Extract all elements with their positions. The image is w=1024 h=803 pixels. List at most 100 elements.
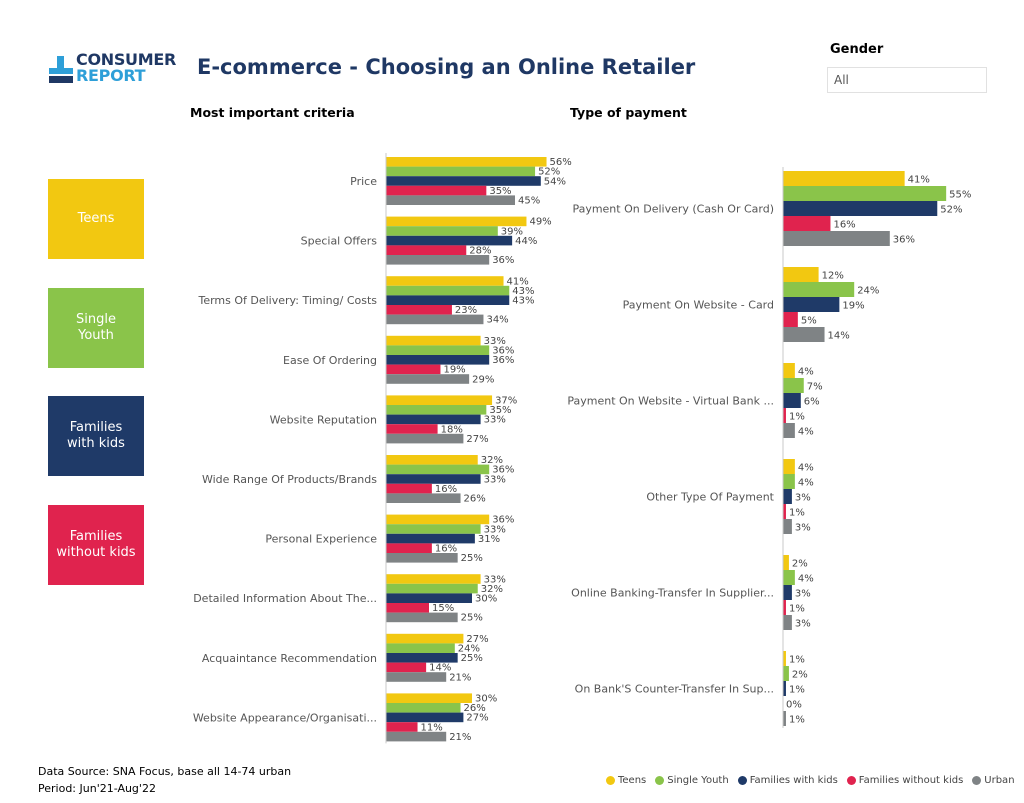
segment-tile-families-without-kids[interactable]: Families without kids <box>48 505 144 585</box>
bar[interactable] <box>783 408 786 423</box>
data-label: 34% <box>486 315 508 326</box>
bar[interactable] <box>783 651 786 666</box>
bar[interactable] <box>386 612 458 623</box>
bar[interactable] <box>386 553 458 563</box>
bar[interactable] <box>386 633 464 644</box>
bar[interactable] <box>386 364 441 375</box>
data-label: 3% <box>795 589 811 600</box>
bar[interactable] <box>386 483 432 494</box>
bar[interactable] <box>783 681 786 696</box>
bar[interactable] <box>386 235 513 246</box>
bar[interactable] <box>386 514 490 525</box>
legend-label: Urban <box>984 775 1015 786</box>
bar[interactable] <box>386 703 461 713</box>
gender-slicer-dropdown[interactable]: All <box>827 67 987 93</box>
bar[interactable] <box>386 712 464 723</box>
bar[interactable] <box>386 166 536 177</box>
bar[interactable] <box>386 574 481 584</box>
legend-item[interactable]: Families without kids <box>846 775 963 786</box>
bar[interactable] <box>783 459 795 474</box>
segment-tile-single-youth[interactable]: Single Youth <box>48 288 144 368</box>
bar[interactable] <box>783 201 938 216</box>
bar[interactable] <box>783 615 792 630</box>
bar[interactable] <box>783 231 890 246</box>
bar[interactable] <box>783 555 789 570</box>
bar[interactable] <box>783 216 831 231</box>
bar[interactable] <box>386 533 475 544</box>
bar[interactable] <box>386 185 487 196</box>
bar[interactable] <box>386 285 510 296</box>
data-label: 35% <box>489 405 511 416</box>
legend-item[interactable]: Families with kids <box>737 775 838 786</box>
bar[interactable] <box>386 255 490 265</box>
bar[interactable] <box>386 414 481 425</box>
bar[interactable] <box>386 593 472 603</box>
bar[interactable] <box>783 327 825 342</box>
legend-item[interactable]: Teens <box>606 775 646 786</box>
bar[interactable] <box>783 711 786 726</box>
bar[interactable] <box>386 395 493 405</box>
bar[interactable] <box>386 314 484 325</box>
bar[interactable] <box>386 583 478 594</box>
bar[interactable] <box>386 543 432 553</box>
bar[interactable] <box>386 226 498 236</box>
bar[interactable] <box>783 297 840 312</box>
bar[interactable] <box>386 405 487 415</box>
criteria-chart-title: Most important criteria <box>190 105 355 120</box>
legend-item[interactable]: Urban <box>972 775 1015 786</box>
data-label: 24% <box>857 286 879 297</box>
bar[interactable] <box>783 570 795 585</box>
segment-tile-teens[interactable]: Teens <box>48 179 144 259</box>
bar[interactable] <box>386 305 452 315</box>
bar[interactable] <box>783 489 792 504</box>
bar[interactable] <box>386 374 470 384</box>
data-label: 4% <box>798 367 814 378</box>
bar[interactable] <box>386 245 467 255</box>
bar[interactable] <box>783 393 801 408</box>
bar[interactable] <box>386 643 455 653</box>
bar[interactable] <box>386 295 510 305</box>
bar[interactable] <box>783 186 947 201</box>
bar[interactable] <box>783 474 795 489</box>
bar[interactable] <box>386 662 427 673</box>
data-label: 52% <box>940 205 962 216</box>
bar[interactable] <box>386 603 429 613</box>
bar[interactable] <box>386 276 504 286</box>
legend-item[interactable]: Single Youth <box>655 775 729 786</box>
bar[interactable] <box>386 157 547 167</box>
bar[interactable] <box>386 424 438 434</box>
bar[interactable] <box>386 455 478 465</box>
bar[interactable] <box>783 519 792 534</box>
bar[interactable] <box>783 312 798 327</box>
bar[interactable] <box>783 504 786 519</box>
bar[interactable] <box>386 672 447 682</box>
bar[interactable] <box>386 493 461 503</box>
bar[interactable] <box>386 693 472 703</box>
bar[interactable] <box>386 524 481 534</box>
bar[interactable] <box>783 378 804 393</box>
bar[interactable] <box>386 345 490 355</box>
data-label: 18% <box>441 424 463 435</box>
bar[interactable] <box>386 216 527 227</box>
bar[interactable] <box>783 666 789 681</box>
bar[interactable] <box>386 731 447 742</box>
bar[interactable] <box>386 653 458 663</box>
bar[interactable] <box>386 176 541 186</box>
bar[interactable] <box>783 585 792 600</box>
bar[interactable] <box>386 464 490 475</box>
bar[interactable] <box>386 195 515 205</box>
bar[interactable] <box>783 282 855 297</box>
bar[interactable] <box>386 355 490 365</box>
bar[interactable] <box>783 267 819 282</box>
bar[interactable] <box>386 433 464 444</box>
data-label: 27% <box>466 713 488 724</box>
bar[interactable] <box>783 600 786 615</box>
bar[interactable] <box>783 423 795 438</box>
bar[interactable] <box>386 722 418 732</box>
bar[interactable] <box>386 335 481 346</box>
bar[interactable] <box>783 363 795 378</box>
data-label: 14% <box>828 331 850 342</box>
segment-tile-families-with-kids[interactable]: Families with kids <box>48 396 144 476</box>
bar[interactable] <box>386 474 481 484</box>
bar[interactable] <box>783 171 905 186</box>
